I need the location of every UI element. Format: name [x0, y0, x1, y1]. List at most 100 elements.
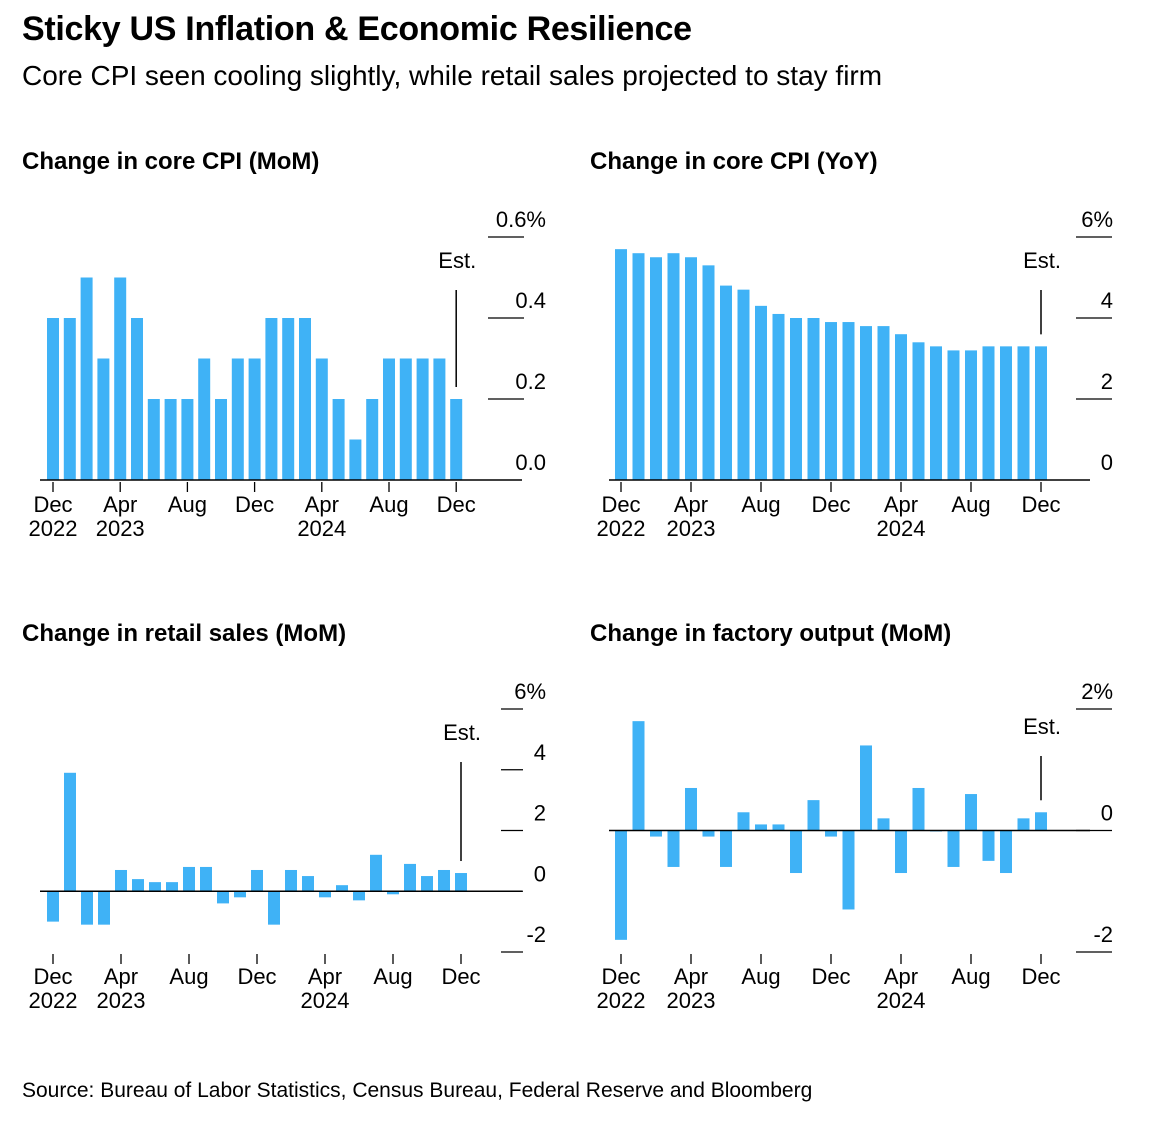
x-tick-label-month: Aug — [369, 492, 408, 517]
bar-dec-2024 — [1035, 346, 1047, 480]
bar-jun-2023 — [720, 285, 732, 480]
bar-mar-2024 — [877, 818, 890, 831]
bar-apr-2023 — [685, 787, 697, 831]
x-tick-label-month: Dec — [811, 964, 850, 989]
y-tick-label: 0.4 — [515, 288, 546, 313]
y-tick-label: 2% — [1081, 679, 1113, 704]
y-tick-label: 4 — [1101, 288, 1113, 313]
bar-dec-2023 — [248, 358, 261, 480]
y-tick-label: 2 — [534, 801, 546, 826]
bar-feb-2023 — [80, 277, 93, 480]
bar-dec-2024 — [455, 873, 467, 892]
bar-jul-2023 — [164, 399, 177, 480]
bar-sep-2024 — [399, 358, 412, 480]
bar-may-2023 — [132, 879, 144, 892]
bar-aug-2024 — [383, 358, 395, 480]
y-tick-label: -2 — [526, 922, 546, 947]
bar-sep-2023 — [772, 313, 785, 480]
y-tick-label: 6% — [1081, 207, 1113, 232]
estimate-annotation-label: Est. — [438, 248, 476, 273]
chart-title-core-cpi-yoy: Change in core CPI (YoY) — [590, 148, 878, 175]
bar-oct-2024 — [1000, 346, 1012, 480]
x-tick-label-month: Dec — [33, 964, 72, 989]
x-tick-label-month: Aug — [169, 964, 208, 989]
bar-jul-2024 — [366, 399, 379, 480]
y-tick-label: 0 — [1101, 450, 1113, 475]
bar-may-2024 — [332, 399, 345, 480]
bar-jun-2023 — [149, 882, 161, 892]
bar-jul-2024 — [370, 854, 382, 892]
bar-may-2024 — [912, 787, 925, 831]
bar-dec-2022 — [47, 891, 59, 922]
bar-feb-2024 — [282, 318, 295, 480]
x-tick-label-year: 2022 — [29, 516, 78, 541]
chart-title-core-cpi-mom: Change in core CPI (MoM) — [22, 148, 320, 175]
bar-oct-2023 — [215, 399, 227, 480]
x-tick-label-month: Dec — [1021, 964, 1060, 989]
x-tick-label-month: Apr — [103, 492, 137, 517]
bar-mar-2023 — [97, 358, 110, 480]
bar-jan-2023 — [632, 253, 645, 480]
bar-mar-2023 — [98, 891, 110, 925]
bar-apr-2023 — [685, 257, 697, 480]
x-tick-label-year: 2024 — [301, 988, 350, 1013]
x-tick-label-month: Dec — [237, 964, 276, 989]
bar-apr-2024 — [895, 830, 907, 874]
bar-jun-2023 — [147, 399, 160, 480]
bar-oct-2024 — [416, 358, 429, 480]
x-tick-label-month: Aug — [373, 964, 412, 989]
y-tick-label: 0.2 — [515, 369, 546, 394]
bar-aug-2023 — [181, 399, 194, 480]
bar-feb-2023 — [650, 257, 662, 480]
bar-nov-2023 — [807, 800, 820, 831]
bar-jul-2024 — [947, 830, 960, 867]
bar-jun-2024 — [353, 891, 365, 901]
bar-may-2024 — [912, 342, 925, 480]
x-tick-label-month: Apr — [884, 492, 918, 517]
bar-jul-2023 — [737, 289, 750, 480]
bar-dec-2023 — [825, 322, 837, 480]
bar-nov-2024 — [1017, 346, 1030, 480]
x-tick-label-year: 2022 — [29, 988, 78, 1013]
bar-jun-2024 — [930, 346, 942, 480]
x-tick-label-month: Dec — [441, 964, 480, 989]
bar-jul-2023 — [166, 882, 178, 892]
bar-sep-2023 — [198, 358, 211, 480]
bar-apr-2024 — [315, 358, 328, 480]
y-tick-label: 0.6% — [496, 207, 546, 232]
bar-nov-2023 — [807, 318, 820, 480]
bar-apr-2023 — [114, 277, 127, 480]
bar-nov-2024 — [1017, 818, 1030, 831]
bar-oct-2023 — [790, 830, 802, 874]
y-tick-label: 0 — [534, 861, 546, 886]
bar-may-2023 — [702, 830, 715, 837]
x-tick-label-year: 2024 — [877, 516, 926, 541]
bar-jan-2023 — [63, 318, 76, 480]
x-tick-label-month: Apr — [104, 964, 138, 989]
bar-dec-2023 — [825, 830, 837, 837]
bar-nov-2023 — [231, 358, 244, 480]
y-tick-label: 0.0 — [515, 450, 546, 475]
bar-sep-2024 — [982, 346, 995, 480]
bar-sep-2023 — [772, 824, 785, 831]
bar-apr-2024 — [895, 334, 907, 480]
bar-nov-2024 — [438, 869, 450, 892]
bar-may-2023 — [702, 265, 715, 480]
bar-jul-2023 — [737, 812, 750, 831]
x-tick-label-month: Apr — [674, 964, 708, 989]
x-tick-label-month: Dec — [437, 492, 476, 517]
bar-jan-2023 — [632, 721, 645, 831]
x-tick-label-year: 2023 — [667, 988, 716, 1013]
bar-may-2023 — [131, 318, 143, 480]
y-tick-label: 4 — [534, 740, 546, 765]
bar-apr-2023 — [115, 869, 127, 892]
bar-oct-2024 — [1000, 830, 1012, 874]
bar-may-2024 — [336, 885, 348, 892]
bar-sep-2024 — [404, 863, 416, 892]
bar-dec-2022 — [615, 249, 627, 480]
x-tick-label-month: Aug — [741, 964, 780, 989]
bar-dec-2024 — [450, 399, 463, 480]
x-tick-label-month: Aug — [951, 492, 990, 517]
